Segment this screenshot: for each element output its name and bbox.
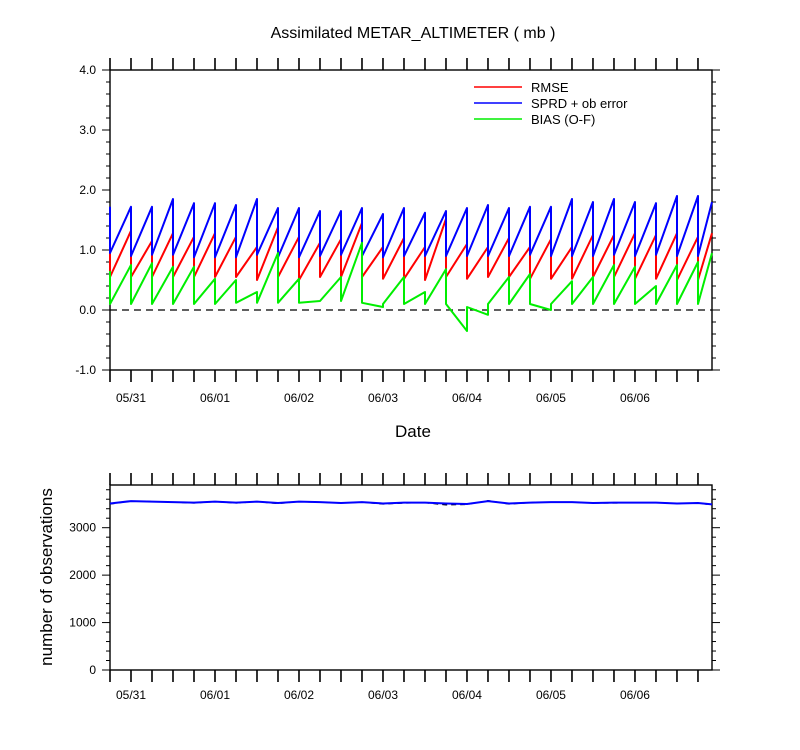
rmse-spread-bias-panel: -1.0 0.0 1.0 2.0 3.0 4.0 05/31 06/01 06/02 06/03… [75, 58, 720, 405]
bottom-x-tick-labels: 05/31 06/01 06/02 06/03 06/04 06/05 06/06 [116, 688, 650, 702]
top-x-tick-label: 06/01 [200, 391, 230, 405]
bottom-series-lines [109, 500, 713, 506]
bottom-x-tick-label: 06/02 [284, 688, 314, 702]
bottom-x-tick-label: 06/03 [368, 688, 398, 702]
bottom-axis-ticks [102, 473, 720, 682]
bottom-x-tick-label: 06/06 [620, 688, 650, 702]
bottom-x-tick-label: 06/01 [200, 688, 230, 702]
legend-label-sprd-ob-error: SPRD + ob error [531, 96, 628, 111]
series-line-sprd-ob-error [109, 195, 713, 259]
top-series-lines [109, 195, 713, 332]
top-y-tick-label: 4.0 [79, 63, 96, 77]
legend-label-rmse: RMSE [531, 80, 569, 95]
bottom-plot-frame [109, 484, 713, 671]
bottom-y-tick-label: 1000 [69, 616, 96, 630]
series-line-rmse [109, 217, 713, 281]
legend-label-bias-o-f: BIAS (O-F) [531, 112, 595, 127]
top-y-tick-label: -1.0 [75, 363, 96, 377]
bottom-series-line-1 [109, 500, 713, 506]
bottom-x-tick-label: 06/05 [536, 688, 566, 702]
top-x-tick-label: 06/03 [368, 391, 398, 405]
top-plot-frame [109, 69, 713, 371]
x-axis-title: Date [395, 422, 431, 441]
series-line-bias-o-f [109, 241, 713, 332]
top-y-tick-labels: -1.0 0.0 1.0 2.0 3.0 4.0 [75, 63, 96, 377]
bottom-x-tick-label: 05/31 [116, 688, 146, 702]
bottom-y-tick-labels: 0 1000 2000 3000 [69, 521, 96, 677]
top-x-tick-label: 06/02 [284, 391, 314, 405]
top-x-tick-label: 06/05 [536, 391, 566, 405]
top-x-tick-label: 06/04 [452, 391, 482, 405]
top-y-tick-label: 3.0 [79, 123, 96, 137]
bottom-y-tick-label: 2000 [69, 568, 96, 582]
chart-title: Assimilated METAR_ALTIMETER ( mb ) [271, 25, 556, 42]
top-x-tick-label: 05/31 [116, 391, 146, 405]
bottom-y-tick-label: 0 [89, 663, 96, 677]
bottom-x-tick-label: 06/04 [452, 688, 482, 702]
top-x-tick-labels: 05/31 06/01 06/02 06/03 06/04 06/05 06/06 [116, 391, 650, 405]
top-y-tick-label: 0.0 [79, 303, 96, 317]
top-y-tick-label: 1.0 [79, 243, 96, 257]
bottom-y-tick-label: 3000 [69, 521, 96, 535]
top-y-tick-label: 2.0 [79, 183, 96, 197]
top-x-tick-label: 06/06 [620, 391, 650, 405]
y-axis-title-observations: number of observations [37, 488, 56, 666]
